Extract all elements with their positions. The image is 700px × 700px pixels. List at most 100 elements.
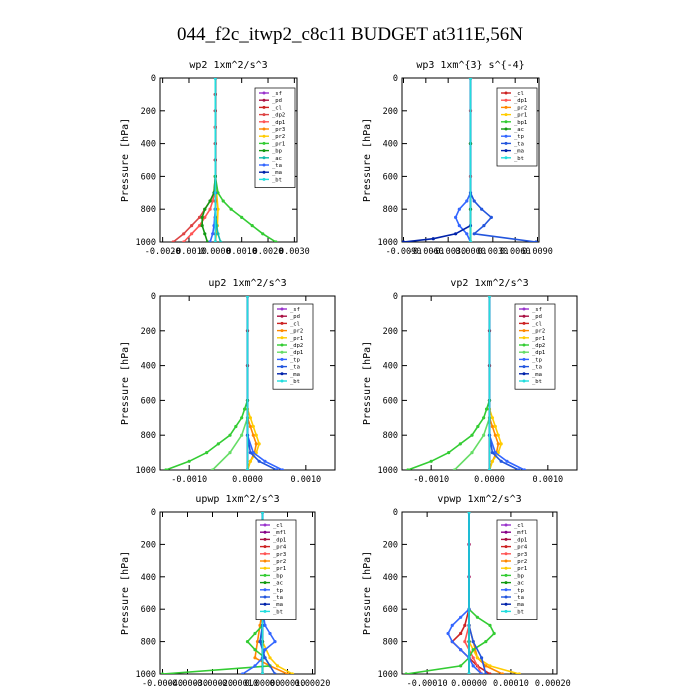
panel-3: up2 1xm^2/s^3 0 200 400 600 800 1000 -0.0010 0.0… [120, 278, 336, 485]
y-tick-label: 600 [383, 605, 398, 615]
x-tick-label: 0.0020 [253, 247, 284, 257]
legend-label: _dp2 [272, 113, 285, 119]
y-tick-label: 400 [141, 140, 156, 150]
y-tick-label: 600 [141, 605, 156, 615]
legend-box [496, 519, 538, 620]
panel-title: up2 1xm^2/s^3 [208, 278, 286, 289]
legend-marker [262, 105, 266, 109]
series-line-dp2 [165, 296, 249, 470]
legend-label: _bt [290, 379, 300, 385]
legend-label: _tp [273, 588, 283, 594]
y-tick-label: 0 [393, 508, 398, 518]
y-tick-label: 600 [383, 396, 398, 406]
legend-label: _pr3 [514, 552, 527, 558]
data-point [465, 232, 469, 236]
x-tick-label: 0.0010 [226, 247, 257, 257]
plot-frame [159, 77, 298, 243]
plot-frame [401, 511, 558, 675]
data-point [216, 442, 220, 446]
x-tick-label: -0.0010 [171, 247, 207, 257]
data-point [255, 640, 260, 644]
data-point [406, 468, 410, 470]
legend-label: _dp1 [272, 120, 285, 126]
legend-label: _bt [272, 177, 282, 183]
legend-marker [280, 372, 284, 376]
legend-label: _dp1 [532, 350, 545, 356]
y-tick-label: 400 [383, 140, 398, 150]
legend-label: _dp1 [514, 98, 527, 104]
legend-marker [262, 149, 266, 153]
data-point [482, 416, 486, 420]
y-tick-label: 800 [141, 638, 156, 648]
y-tick-label: 0 [151, 292, 156, 302]
legend-marker [280, 357, 284, 361]
data-point [250, 224, 254, 228]
data-point [484, 640, 488, 644]
legend-marker [504, 530, 508, 534]
y-tick-label: 400 [383, 362, 398, 372]
legend-label: _pd [290, 314, 300, 320]
data-point [517, 672, 521, 674]
series-group [406, 296, 527, 470]
data-point [182, 240, 186, 242]
legend-label: _pr2 [272, 134, 285, 140]
data-point [447, 451, 451, 455]
data-point [245, 296, 250, 298]
y-tick-label: 800 [383, 638, 398, 648]
panel-5: upwp 1xm^2/s^302004006008001000-0.00040-… [120, 494, 330, 689]
x-tick-label: 0.0060 [500, 247, 531, 257]
data-point [490, 459, 495, 463]
y-tick-label: 200 [383, 327, 398, 337]
legend-marker [522, 321, 526, 325]
legend-marker [522, 336, 526, 340]
data-point [493, 424, 497, 429]
y-tick-label: 400 [383, 573, 398, 583]
panel-2: wp3 1xm^{3} s^{-4}02004006008001000-0.00… [362, 60, 553, 257]
data-point [487, 296, 492, 298]
legend-marker [263, 573, 267, 577]
legend-label: _cl [272, 105, 282, 111]
data-point [493, 451, 497, 455]
data-point [454, 232, 458, 236]
data-point [463, 623, 467, 628]
legend-label: _ta [272, 163, 282, 169]
legend: _cl_mfl_dp1_pr4_pr3_pr2_pr1_bp_ac_tp_ta_… [255, 519, 297, 620]
data-point [213, 78, 217, 80]
data-point [203, 215, 207, 219]
data-point [245, 640, 250, 644]
data-point [234, 424, 238, 429]
data-point [275, 468, 279, 470]
data-point [404, 672, 408, 674]
legend-marker [263, 545, 267, 549]
legend-label: _ac [272, 156, 282, 162]
data-point [263, 648, 267, 652]
legend-marker [262, 177, 266, 181]
x-tick-label: -0.00030 [167, 679, 208, 689]
y-tick-label: 200 [141, 107, 156, 117]
y-tick-label: 0 [393, 292, 398, 302]
legend-label: _pd [272, 98, 282, 104]
panel-1: wp2 1xm^2/s^3 0 200 400 600 800 1000-0.0020-0.… [120, 60, 310, 257]
legend-marker [280, 307, 284, 311]
legend-marker [262, 127, 266, 131]
data-point [484, 672, 488, 674]
data-point [216, 232, 220, 236]
legend-marker [504, 156, 508, 160]
data-point [210, 468, 215, 470]
series-line-dp2 [172, 78, 217, 242]
data-point [467, 672, 471, 674]
x-tick-label: -0.0010 [413, 475, 449, 485]
data-point [253, 656, 257, 660]
legend-marker [280, 343, 284, 347]
legend-marker [262, 134, 266, 138]
data-point [280, 468, 285, 470]
legend-marker [263, 530, 267, 534]
legend-marker [280, 379, 284, 383]
data-point [489, 215, 493, 219]
legend-marker [504, 602, 508, 606]
series-line-ma [403, 78, 472, 242]
data-point [208, 199, 212, 203]
data-point [459, 664, 463, 668]
data-point [253, 631, 257, 636]
